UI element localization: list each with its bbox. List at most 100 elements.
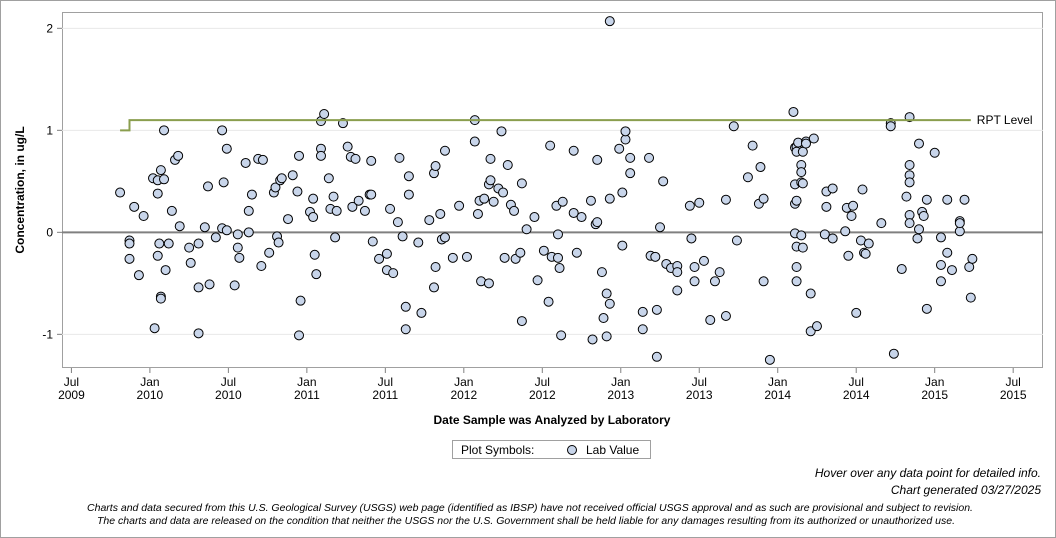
data-point[interactable] [617,187,628,198]
data-point[interactable] [545,140,556,151]
data-point[interactable] [709,276,720,287]
data-point[interactable] [800,138,811,149]
data-point[interactable] [946,265,957,276]
data-point[interactable] [276,173,287,184]
data-point[interactable] [381,248,392,259]
data-point[interactable] [521,224,532,235]
data-point[interactable] [430,262,441,273]
data-point[interactable] [797,146,808,157]
data-point[interactable] [483,278,494,289]
data-point[interactable] [159,174,170,185]
data-point[interactable] [658,176,669,187]
data-point[interactable] [439,145,450,156]
data-point[interactable] [294,150,305,161]
data-point[interactable] [154,238,165,249]
data-point[interactable] [400,301,411,312]
data-point[interactable] [138,211,149,222]
data-point[interactable] [353,195,364,206]
data-point[interactable] [604,16,615,27]
data-point[interactable] [311,269,322,280]
data-point[interactable] [912,233,923,244]
data-point[interactable] [935,232,946,243]
data-point[interactable] [155,165,166,176]
data-point[interactable] [557,196,568,207]
data-point[interactable] [571,247,582,258]
data-point[interactable] [283,214,294,225]
data-point[interactable] [827,233,838,244]
data-point[interactable] [413,237,424,248]
data-point[interactable] [287,170,298,181]
data-point[interactable] [221,225,232,236]
data-point[interactable] [885,121,896,132]
data-point[interactable] [270,182,281,193]
data-point[interactable] [954,226,965,237]
data-point[interactable] [496,126,507,137]
data-point[interactable] [805,288,816,299]
data-point[interactable] [543,296,554,307]
data-point[interactable] [896,264,907,275]
data-point[interactable] [374,253,385,264]
data-point[interactable] [747,140,758,151]
data-point[interactable] [129,201,140,212]
data-point[interactable] [797,178,808,189]
data-point[interactable] [342,141,353,152]
data-point[interactable] [918,211,929,222]
data-point[interactable] [821,201,832,212]
data-point[interactable] [620,126,631,137]
data-point[interactable] [576,212,587,223]
data-point[interactable] [625,152,636,163]
data-point[interactable] [499,252,510,263]
data-point[interactable] [232,242,243,253]
data-point[interactable] [967,253,978,264]
data-point[interactable] [319,109,330,120]
data-point[interactable] [152,250,163,261]
data-point[interactable] [538,245,549,256]
data-point[interactable] [193,328,204,339]
data-point[interactable] [604,193,615,204]
data-point[interactable] [758,276,769,287]
data-point[interactable] [403,171,414,182]
data-point[interactable] [914,138,925,149]
data-point[interactable] [788,106,799,117]
data-point[interactable] [840,226,851,237]
data-point[interactable] [964,262,975,273]
data-point[interactable] [240,157,251,168]
data-point[interactable] [359,205,370,216]
data-point[interactable] [568,145,579,156]
data-point[interactable] [257,154,268,165]
data-point[interactable] [827,183,838,194]
data-point[interactable] [204,279,215,290]
data-point[interactable] [502,160,513,171]
data-point[interactable] [174,221,185,232]
data-point[interactable] [217,125,228,136]
data-point[interactable] [229,280,240,291]
data-point[interactable] [133,270,144,281]
data-point[interactable] [791,276,802,287]
data-point[interactable] [601,288,612,299]
data-point[interactable] [509,205,520,216]
data-point[interactable] [447,252,458,263]
data-point[interactable] [568,207,579,218]
data-point[interactable] [479,193,490,204]
data-point[interactable] [819,229,830,240]
data-point[interactable] [764,354,775,365]
data-point[interactable] [173,150,184,161]
data-point[interactable] [221,143,232,154]
data-point[interactable] [965,292,976,303]
data-point[interactable] [308,212,319,223]
data-point[interactable] [843,250,854,261]
data-point[interactable] [184,242,195,253]
data-point[interactable] [485,153,496,164]
data-point[interactable] [644,152,655,163]
data-point[interactable] [428,282,439,293]
data-point[interactable] [552,229,563,240]
data-point[interactable] [256,260,267,271]
data-point[interactable] [698,255,709,266]
data-point[interactable] [672,285,683,296]
data-point[interactable] [592,217,603,228]
data-point[interactable] [876,218,887,229]
data-point[interactable] [860,248,871,259]
data-point[interactable] [152,188,163,199]
data-point[interactable] [742,172,753,183]
data-point[interactable] [532,275,543,286]
